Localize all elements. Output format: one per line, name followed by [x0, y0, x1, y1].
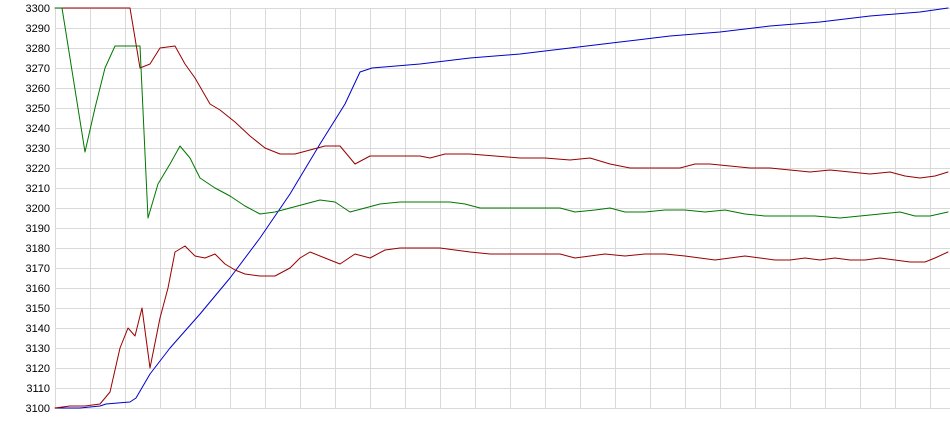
y-axis-tick-label: 3170: [26, 263, 50, 275]
y-axis-tick-label: 3210: [26, 183, 50, 195]
y-axis-tick-label: 3220: [26, 163, 50, 175]
y-axis-tick-label: 3300: [26, 3, 50, 15]
y-axis-tick-label: 3270: [26, 63, 50, 75]
y-axis-tick-label: 3160: [26, 283, 50, 295]
y-axis-tick-label: 3260: [26, 83, 50, 95]
y-axis-tick-label: 3280: [26, 43, 50, 55]
rising-balance-line: [54, 7, 949, 409]
y-axis-tick-label: 3110: [26, 383, 50, 395]
y-axis-tick-label: 3230: [26, 143, 50, 155]
lower-red-line: [54, 245, 949, 409]
y-axis-tick-label: 3180: [26, 243, 50, 255]
y-axis-tick-label: 3250: [26, 103, 50, 115]
upper-red-line: [54, 7, 949, 179]
y-axis-tick-label: 3190: [26, 223, 50, 235]
y-axis-tick-label: 3100: [26, 403, 50, 415]
y-axis-tick-label: 3290: [26, 23, 50, 35]
y-axis-tick-label: 3200: [26, 203, 50, 215]
y-axis-tick-label: 3240: [26, 123, 50, 135]
y-axis-tick-label: 3150: [26, 303, 50, 315]
green-line: [54, 7, 949, 219]
y-axis-tick-label: 3120: [26, 363, 50, 375]
y-axis-tick-label: 3140: [26, 323, 50, 335]
y-axis-tick-label: 3130: [26, 343, 50, 355]
